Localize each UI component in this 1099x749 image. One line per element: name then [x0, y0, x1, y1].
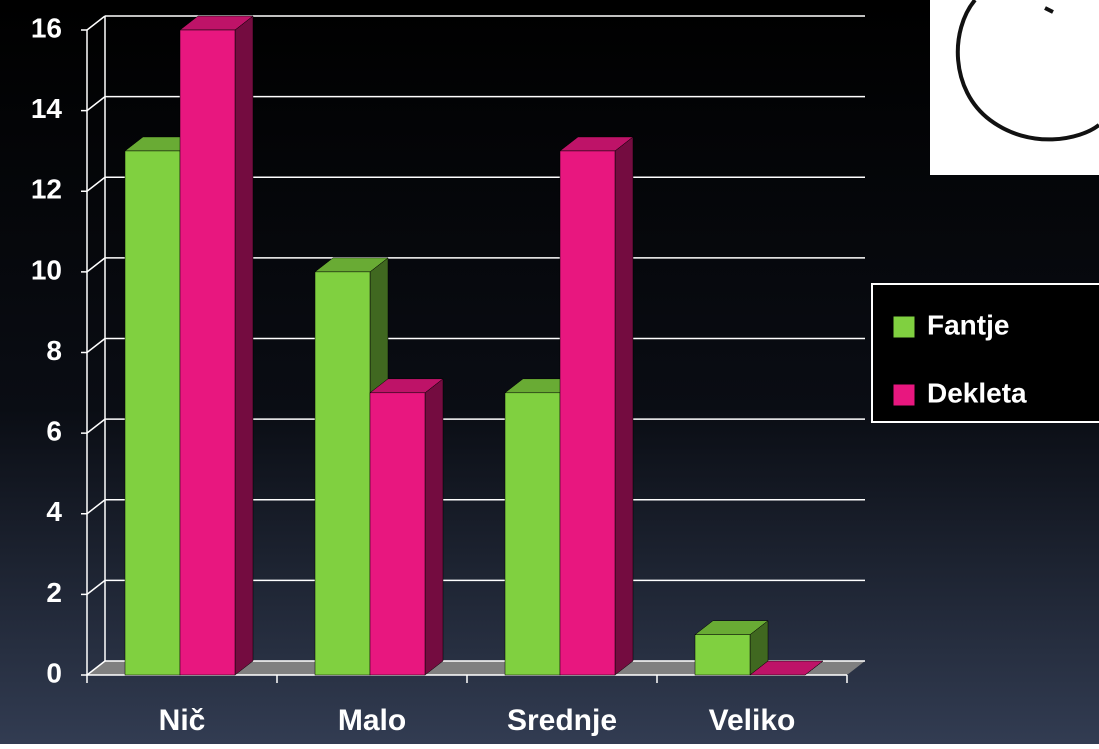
grid-line-side: [86, 579, 106, 595]
grid-line-side: [86, 176, 106, 192]
y-tick-label: 14: [31, 93, 63, 124]
legend-label: Dekleta: [927, 377, 1027, 408]
legend-swatch: [892, 383, 916, 407]
x-tick-label: Nič: [159, 704, 206, 737]
grid-line-side: [86, 418, 106, 434]
y-tick-label: 12: [31, 174, 62, 205]
y-tick-label: 8: [46, 335, 62, 366]
x-tick-label: Srednje: [507, 704, 617, 737]
bar-front: [369, 392, 426, 676]
bar: [749, 660, 824, 676]
y-tick-label: 16: [31, 12, 62, 43]
bar-side: [424, 378, 444, 676]
bar-side: [234, 15, 254, 676]
grid-line-side: [86, 15, 106, 31]
grid-line-side: [86, 660, 106, 676]
plot-area: 0 2 4 6 8 10 12 14 16 Nič Malo Srednje Veliko: [31, 12, 865, 737]
bar-side: [614, 136, 634, 676]
floor: [87, 661, 865, 675]
legend: Fantje Dekleta: [871, 283, 1099, 423]
bar: [694, 620, 769, 676]
bar-front: [124, 150, 181, 676]
bar: [369, 378, 444, 676]
y-tick-label: 10: [31, 254, 62, 285]
bar-front: [504, 392, 561, 676]
bar: [559, 136, 634, 676]
grid-line-side: [86, 96, 106, 112]
sketch-image: [930, 0, 1099, 175]
bar-front: [314, 271, 371, 676]
bar-front: [179, 29, 236, 676]
x-tick-label: Malo: [338, 704, 406, 737]
bar: [179, 15, 254, 676]
grid-line-side: [86, 337, 106, 354]
y-tick-label: 2: [46, 577, 62, 608]
bar-front: [559, 150, 616, 676]
grid-line-side: [86, 499, 106, 515]
y-tick-label: 6: [46, 416, 62, 447]
x-tick-label: Veliko: [709, 704, 796, 737]
grid-line-side: [86, 257, 106, 273]
legend-swatch: [892, 315, 916, 339]
bar-top: [749, 660, 824, 676]
legend-label: Fantje: [927, 309, 1009, 340]
y-tick-label: 4: [46, 496, 62, 527]
bar-front: [694, 634, 751, 676]
y-tick-label: 0: [46, 657, 62, 688]
